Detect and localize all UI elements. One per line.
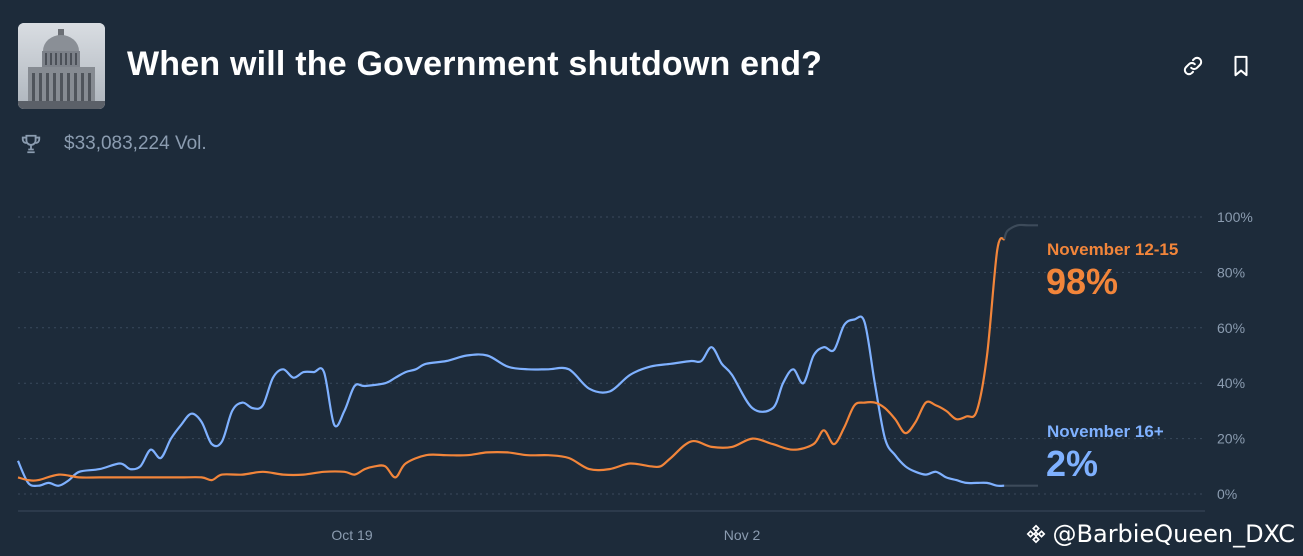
link-icon <box>1183 56 1203 76</box>
y-tick-label: 0% <box>1217 486 1237 502</box>
x-axis: Oct 19 Nov 2 <box>331 527 760 543</box>
watermark-text: @BarbieQueen_DXC <box>1052 520 1295 548</box>
y-axis: 100% 80% 60% 40% 20% 0% <box>1217 209 1253 502</box>
capitol-building-image <box>18 23 105 109</box>
bookmark-icon <box>1234 55 1248 77</box>
y-tick-label: 60% <box>1217 320 1245 336</box>
y-tick-label: 100% <box>1217 209 1253 225</box>
series-value-nov-12-15: 98% <box>1046 261 1119 302</box>
trophy-icon <box>21 134 41 154</box>
volume-row: $33,083,224 Vol. <box>20 132 207 156</box>
bookmark-button[interactable] <box>1227 52 1255 80</box>
series-label-nov-12-15: November 12-15 <box>1047 240 1179 259</box>
series-line-faded-nov-12-15 <box>1003 223 1038 240</box>
watermark: @BarbieQueen_DXC <box>1025 520 1295 548</box>
chart-grid <box>18 216 1205 512</box>
y-tick-label: 80% <box>1217 264 1245 280</box>
volume-text: $33,083,224 Vol. <box>64 133 207 154</box>
copy-link-button[interactable] <box>1179 52 1207 80</box>
series-label-nov-16-plus: November 16+ <box>1047 422 1164 441</box>
y-tick-label: 40% <box>1217 375 1245 391</box>
series-value-nov-16-plus: 2% <box>1046 443 1099 484</box>
price-history-chart[interactable]: 100% 80% 60% 40% 20% 0% Oct 19 Nov 2 <box>0 195 1303 556</box>
market-title: When will the Government shutdown end? <box>127 45 823 83</box>
x-tick-label: Nov 2 <box>724 527 761 543</box>
series-line-nov-16-plus <box>16 315 1005 488</box>
y-tick-label: 20% <box>1217 431 1245 447</box>
market-thumbnail <box>18 23 105 109</box>
chart-series <box>16 223 1038 488</box>
x-tick-label: Oct 19 <box>331 527 372 543</box>
series-line-nov-12-15 <box>17 237 1006 482</box>
binance-logo-icon <box>1026 524 1045 544</box>
